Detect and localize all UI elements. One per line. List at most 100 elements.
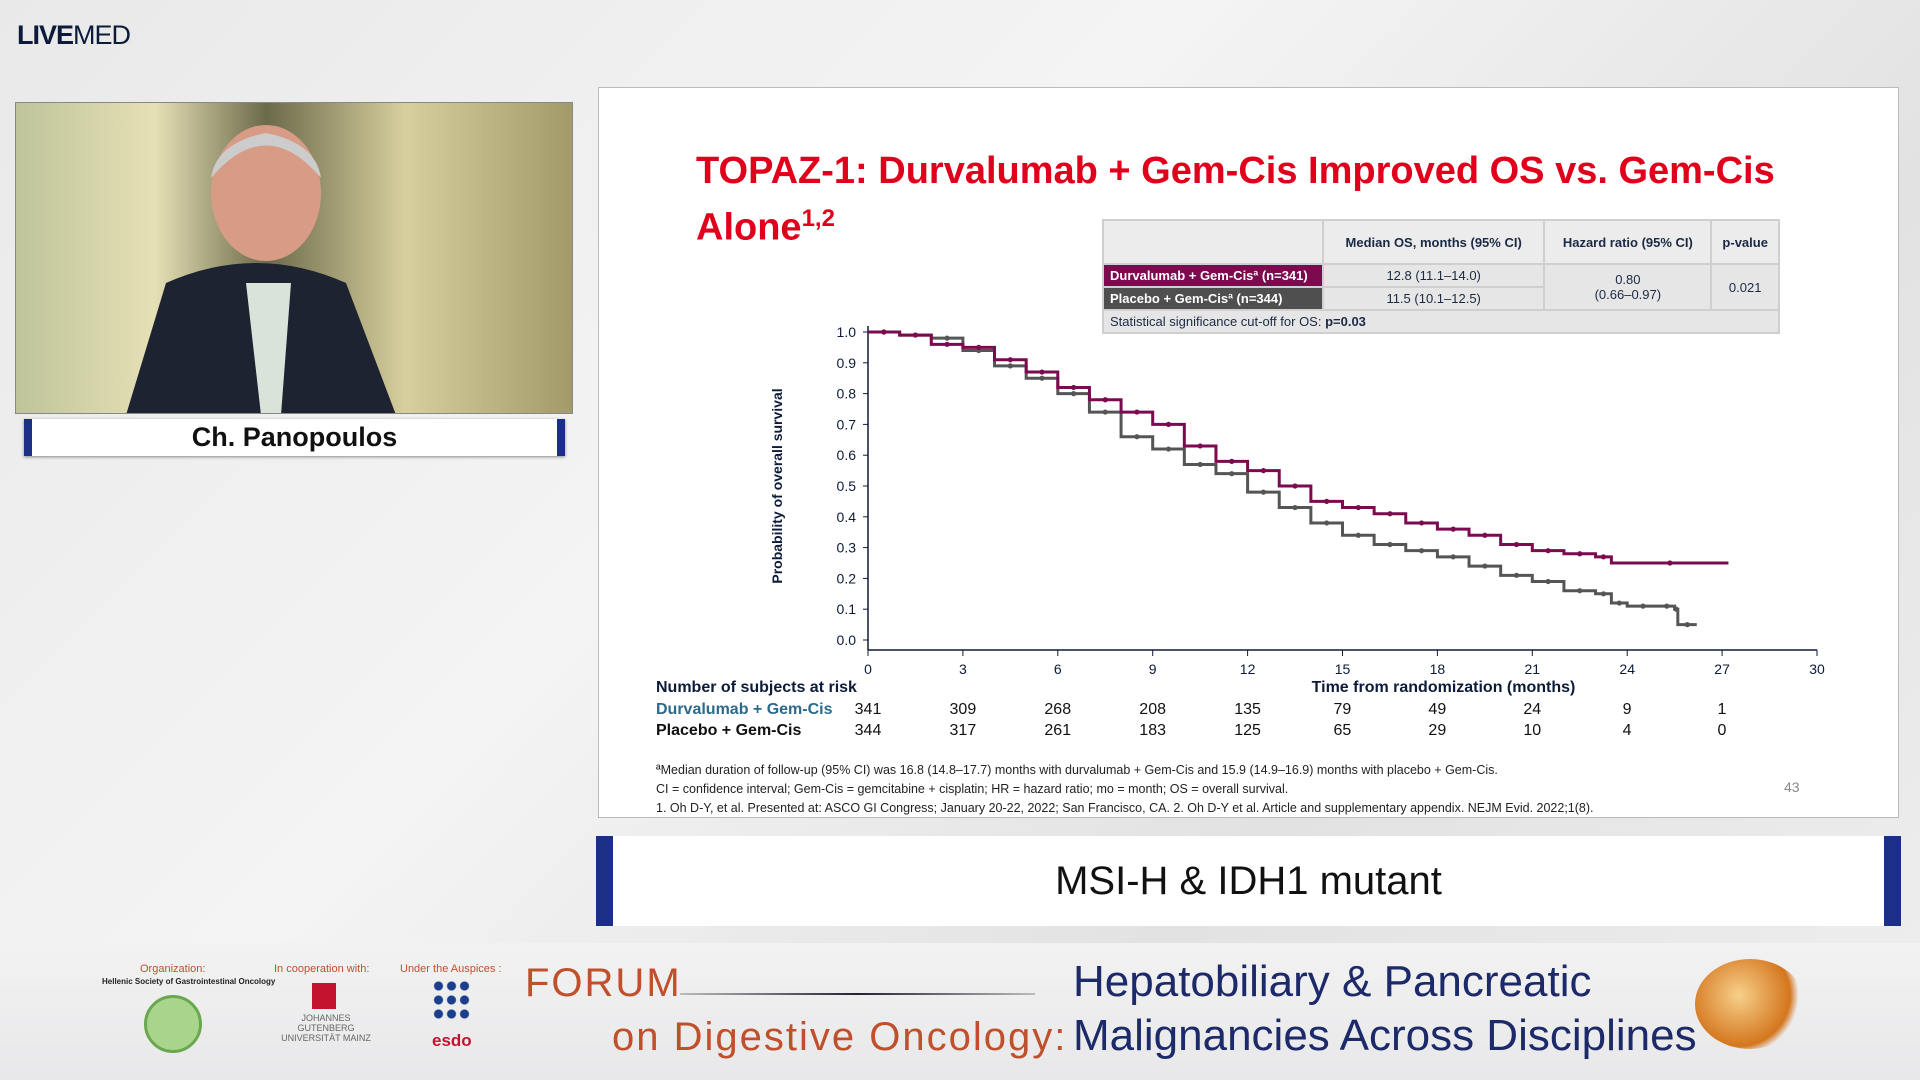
speaker-figure xyxy=(126,125,396,413)
censor-marker xyxy=(1039,375,1045,381)
x-tick-label: 21 xyxy=(1525,661,1541,677)
x-tick-label: 15 xyxy=(1335,661,1351,677)
censor-marker xyxy=(976,344,982,350)
x-tick-label: 24 xyxy=(1619,661,1635,677)
x-tick-label: 12 xyxy=(1240,661,1256,677)
risk-value: 24 xyxy=(1523,701,1542,718)
censor-marker xyxy=(1292,504,1298,511)
y-tick-label: 0.7 xyxy=(837,416,857,432)
risk-value: 10 xyxy=(1523,722,1542,739)
event-banner: Organization: Hellenic Society of Gastro… xyxy=(0,943,1920,1080)
x-axis-label: Time from randomization (months) xyxy=(1311,679,1576,696)
risk-value: 208 xyxy=(1139,701,1166,718)
censor-marker xyxy=(1577,588,1583,594)
slide-title: TOPAZ-1: Durvalumab + Gem-Cis Improved O… xyxy=(696,150,1775,249)
x-tick-label: 30 xyxy=(1809,661,1825,677)
censor-marker xyxy=(1324,498,1330,504)
censor-marker xyxy=(1450,526,1456,532)
censor-marker xyxy=(1600,554,1607,560)
risk-value: 317 xyxy=(949,722,977,739)
km-chart: 0.0 0.1 0.2 0.3 0.4 0.5 0.6 0.7 0.8 0.9 1.0 0 3 6 9 12 1… xyxy=(769,324,1825,677)
censor-marker xyxy=(944,341,950,347)
risk-value: 309 xyxy=(949,701,977,718)
censor-marker xyxy=(1292,483,1298,489)
x-tick-label: 3 xyxy=(959,661,967,677)
y-tick-label: 0.5 xyxy=(837,478,857,494)
censor-marker xyxy=(1418,548,1425,554)
risk-title: Number of subjects at risk xyxy=(656,679,857,696)
censor-marker xyxy=(1513,541,1520,548)
censor-marker xyxy=(1684,622,1690,628)
jgu-logo xyxy=(312,983,336,1009)
y-tick-label: 0.3 xyxy=(837,540,857,556)
risk-row-label: Durvalumab + Gem-Cis xyxy=(656,701,833,718)
footnote: 1. Oh D-Y, et al. Presented at: ASCO GI … xyxy=(656,801,1594,815)
censor-marker xyxy=(1229,471,1235,477)
censor-marker xyxy=(1640,603,1646,609)
km-curve-placebo xyxy=(868,330,1697,627)
censor-marker xyxy=(1197,443,1203,449)
x-tick-label: 27 xyxy=(1714,661,1730,677)
censor-marker xyxy=(881,329,887,335)
risk-value: 49 xyxy=(1428,701,1447,718)
censor-marker xyxy=(1007,363,1013,369)
esdo-dots-icon xyxy=(432,979,472,1023)
censor-marker xyxy=(1664,603,1670,609)
censor-marker xyxy=(1071,391,1077,397)
y-tick-label: 0.6 xyxy=(837,447,857,463)
censor-marker xyxy=(1482,563,1488,569)
risk-value: 183 xyxy=(1139,722,1166,739)
censor-marker xyxy=(1355,532,1361,538)
risk-value: 135 xyxy=(1234,701,1261,718)
censor-marker xyxy=(1134,409,1140,415)
censor-marker xyxy=(1600,591,1607,597)
footnote: ªMedian duration of follow-up (95% CI) w… xyxy=(656,763,1498,777)
risk-value: 29 xyxy=(1428,722,1447,739)
y-tick-label: 0.1 xyxy=(837,601,857,617)
censor-marker xyxy=(1197,461,1203,468)
significance-note: Statistical significance cut-off for OS:… xyxy=(1102,309,1780,334)
censor-marker xyxy=(1102,409,1108,415)
y-tick-label: 0.2 xyxy=(837,570,857,586)
censor-marker xyxy=(1545,578,1551,585)
censor-marker xyxy=(912,332,919,338)
censor-marker xyxy=(1667,560,1673,566)
censor-marker xyxy=(1545,548,1551,554)
censor-marker xyxy=(1418,520,1425,526)
risk-value: 344 xyxy=(854,722,882,739)
censor-marker xyxy=(1616,600,1622,606)
x-tick-label: 18 xyxy=(1430,661,1446,677)
x-tick-label: 0 xyxy=(864,661,872,677)
risk-value: 341 xyxy=(854,701,882,718)
hsgo-logo xyxy=(144,995,202,1053)
censor-marker xyxy=(1260,468,1267,474)
livemed-logo: LIVEMED xyxy=(17,20,131,50)
x-tick-label: 9 xyxy=(1149,661,1157,677)
speaker-video xyxy=(15,102,573,414)
presentation-slide: TOPAZ-1: Durvalumab + Gem-Cis Improved O… xyxy=(598,87,1899,818)
divider xyxy=(680,993,1035,995)
risk-value: 4 xyxy=(1622,722,1632,739)
esdo-logo: esdo xyxy=(432,1031,472,1050)
risk-value: 261 xyxy=(1044,722,1072,739)
footnote: CI = confidence interval; Gem-Cis = gemc… xyxy=(656,782,1289,796)
censor-marker xyxy=(1324,520,1330,526)
risk-value: 1 xyxy=(1717,701,1727,718)
risk-value: 0 xyxy=(1717,722,1727,739)
y-tick-label: 0.8 xyxy=(837,386,857,402)
risk-value: 125 xyxy=(1234,722,1261,739)
y-tick-label: 0.0 xyxy=(837,632,857,648)
censor-marker xyxy=(944,335,950,341)
y-axis-label: Probability of overall survival xyxy=(769,388,785,583)
risk-value: 9 xyxy=(1622,701,1632,718)
censor-marker xyxy=(1039,369,1045,375)
results-table: Median OS, months (95% CI) Hazard ratio (… xyxy=(1102,219,1780,334)
risk-value: 65 xyxy=(1333,722,1352,739)
placebo-label: Placebo + Gem-Cisª (n=344) xyxy=(1102,286,1324,311)
censor-marker xyxy=(1387,541,1393,548)
censor-marker xyxy=(1134,434,1140,440)
risk-value: 79 xyxy=(1333,701,1352,718)
censor-marker xyxy=(1260,489,1267,495)
risk-value: 268 xyxy=(1044,701,1072,718)
censor-marker xyxy=(1450,554,1456,560)
